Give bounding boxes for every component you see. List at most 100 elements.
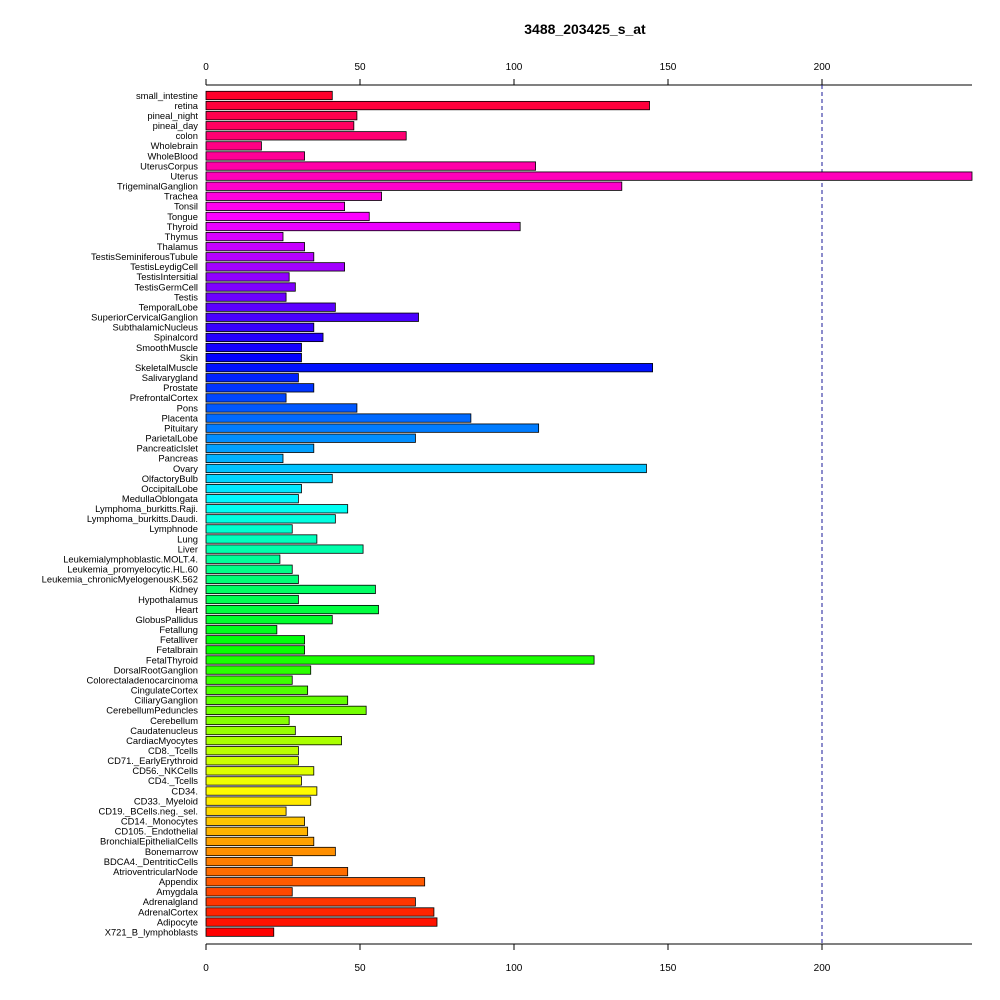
bar bbox=[205, 655, 595, 665]
bar bbox=[205, 413, 472, 423]
category-label: Hypothalamus bbox=[138, 594, 198, 605]
category-label: small_intestine bbox=[136, 90, 198, 101]
category-label: SkeletalMuscle bbox=[135, 362, 198, 373]
category-label: OccipitalLobe bbox=[141, 483, 198, 494]
category-label: WholeBlood bbox=[147, 150, 198, 161]
bar bbox=[205, 806, 287, 816]
bar bbox=[205, 393, 287, 403]
bar bbox=[205, 453, 284, 463]
category-label: Lymphoma_burkitts.Daudi. bbox=[87, 513, 198, 524]
bar bbox=[205, 211, 370, 222]
bar bbox=[205, 867, 349, 877]
category-label: Testis bbox=[174, 291, 198, 302]
category-label: Pituitary bbox=[164, 422, 198, 433]
category-label: Tonsil bbox=[174, 201, 198, 212]
category-labels: small_intestineretinapineal_nightpineal_… bbox=[42, 90, 199, 938]
category-label: CingulateCortex bbox=[131, 685, 199, 696]
bar bbox=[205, 746, 299, 756]
bar bbox=[205, 725, 296, 736]
category-label: Thymus bbox=[165, 231, 199, 242]
bar bbox=[205, 514, 336, 524]
category-label: Fetallung bbox=[159, 624, 198, 635]
category-label: Fetalliver bbox=[160, 634, 198, 645]
category-label: BronchialEpithelialCells bbox=[100, 836, 198, 847]
bar bbox=[205, 907, 435, 917]
category-label: BDCA4._DentriticCells bbox=[104, 856, 199, 867]
category-label: SmoothMuscle bbox=[136, 342, 198, 353]
category-label: Placenta bbox=[162, 412, 199, 423]
bar bbox=[205, 675, 293, 685]
bar bbox=[205, 100, 650, 111]
bar bbox=[205, 423, 540, 433]
bar bbox=[205, 574, 299, 584]
bar bbox=[205, 322, 315, 332]
category-label: PancreaticIslet bbox=[137, 443, 199, 454]
category-label: Lymphoma_burkitts.Raji. bbox=[95, 503, 198, 514]
bar bbox=[205, 635, 305, 645]
bar bbox=[205, 403, 358, 413]
bar bbox=[205, 786, 318, 796]
category-label: Leukemia_chronicMyelogenousK.562 bbox=[42, 574, 198, 585]
bar bbox=[205, 232, 284, 242]
category-label: OlfactoryBulb bbox=[142, 473, 198, 484]
category-label: SuperiorCervicalGanglion bbox=[91, 312, 198, 323]
category-label: CD34. bbox=[171, 785, 198, 796]
category-label: TestisSeminiferousTubule bbox=[91, 251, 198, 262]
category-label: Thalamus bbox=[157, 241, 198, 252]
category-label: CD4._Tcells bbox=[148, 775, 198, 786]
category-label: Liver bbox=[178, 543, 198, 554]
category-label: retina bbox=[175, 100, 199, 111]
category-label: Leukemia_promyelocytic.HL.60 bbox=[67, 564, 198, 575]
axes: 0 0 50 50 100 100 150 150 200 200 bbox=[203, 62, 972, 974]
bar bbox=[205, 816, 305, 826]
bar bbox=[205, 736, 342, 746]
category-label: GlobusPallidus bbox=[135, 614, 198, 625]
category-label: TemporalLobe bbox=[139, 301, 198, 312]
category-label: Cerebellum bbox=[150, 715, 198, 726]
bars bbox=[205, 90, 973, 937]
category-label: FetalThyroid bbox=[146, 654, 198, 665]
bar bbox=[205, 796, 312, 806]
bar bbox=[205, 877, 426, 887]
category-label: Kidney bbox=[169, 584, 198, 595]
category-label: CD71._EarlyErythroid bbox=[107, 755, 198, 766]
bar bbox=[205, 302, 336, 312]
bar bbox=[205, 221, 521, 232]
category-label: Uterus bbox=[170, 170, 198, 181]
bar bbox=[205, 534, 318, 544]
bar bbox=[205, 776, 302, 786]
bar bbox=[205, 897, 416, 907]
bar bbox=[205, 262, 346, 272]
bar bbox=[205, 131, 407, 141]
category-label: SubthalamicNucleus bbox=[113, 322, 199, 333]
category-label: Amygdala bbox=[156, 886, 198, 897]
bar bbox=[205, 252, 315, 262]
category-label: Ovary bbox=[173, 463, 198, 474]
category-label: Caudatenucleus bbox=[130, 725, 198, 736]
bar bbox=[205, 917, 438, 927]
category-label: Adrenalgland bbox=[143, 896, 198, 907]
category-label: Prostate bbox=[163, 382, 198, 393]
bar bbox=[205, 645, 305, 655]
top-tick-label: 100 bbox=[506, 62, 523, 73]
category-label: CD56._NKCells bbox=[132, 765, 198, 776]
category-label: Appendix bbox=[159, 876, 198, 887]
bar bbox=[205, 836, 315, 847]
category-label: MedullaOblongata bbox=[122, 493, 199, 504]
bar bbox=[205, 695, 349, 705]
category-label: Wholebrain bbox=[151, 140, 198, 151]
bar bbox=[205, 484, 302, 494]
top-tick-label: 50 bbox=[354, 62, 366, 73]
category-label: Lung bbox=[177, 533, 198, 544]
bar bbox=[205, 564, 293, 574]
bar bbox=[205, 665, 312, 675]
bar bbox=[205, 544, 364, 554]
category-label: Fetalbrain bbox=[156, 644, 198, 655]
category-label: pineal_day bbox=[153, 120, 199, 131]
bar bbox=[205, 756, 299, 766]
bar bbox=[205, 352, 302, 363]
bar bbox=[205, 433, 416, 443]
bar bbox=[205, 111, 358, 121]
chart-title: 3488_203425_s_at bbox=[524, 21, 646, 37]
bar bbox=[205, 554, 281, 564]
